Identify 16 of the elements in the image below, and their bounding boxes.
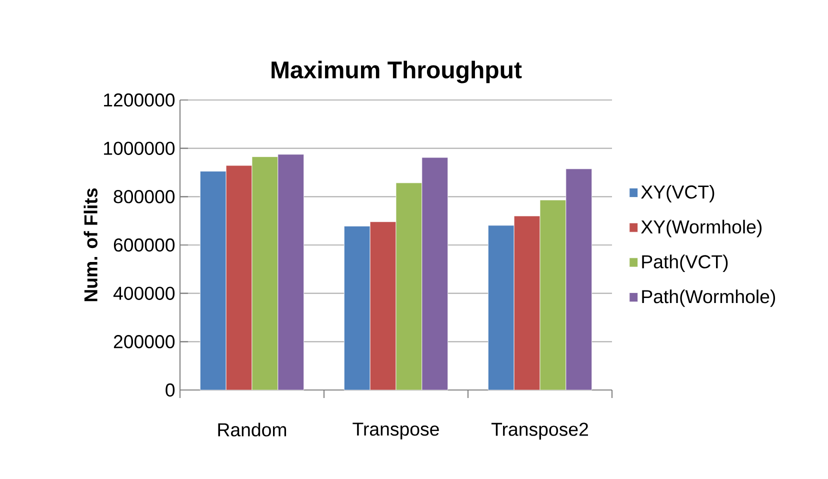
x-tick-label: Transpose (352, 422, 439, 440)
y-tick-label: 1200000 (104, 93, 175, 107)
legend-label: Path(Wormhole) (642, 290, 776, 307)
y-tick-label: 600000 (114, 238, 175, 252)
y-tick-label: 800000 (114, 190, 175, 204)
x-tick-label: Transpose2 (491, 422, 588, 440)
chart-title: Maximum Throughput (272, 60, 522, 84)
y-tick-label: 200000 (114, 335, 175, 348)
y-tick-label: 400000 (113, 286, 175, 300)
x-tick-label: Random (218, 422, 286, 436)
y-axis-title: Num. of Flits (84, 188, 98, 302)
legend-label: XY(VCT) (641, 184, 714, 202)
y-tick-label: 0 (166, 383, 175, 397)
legend-label: XY(Wormhole) (641, 220, 762, 238)
legend-label: Path(VCT) (642, 254, 728, 272)
y-tick-label: 1000000 (104, 142, 175, 155)
